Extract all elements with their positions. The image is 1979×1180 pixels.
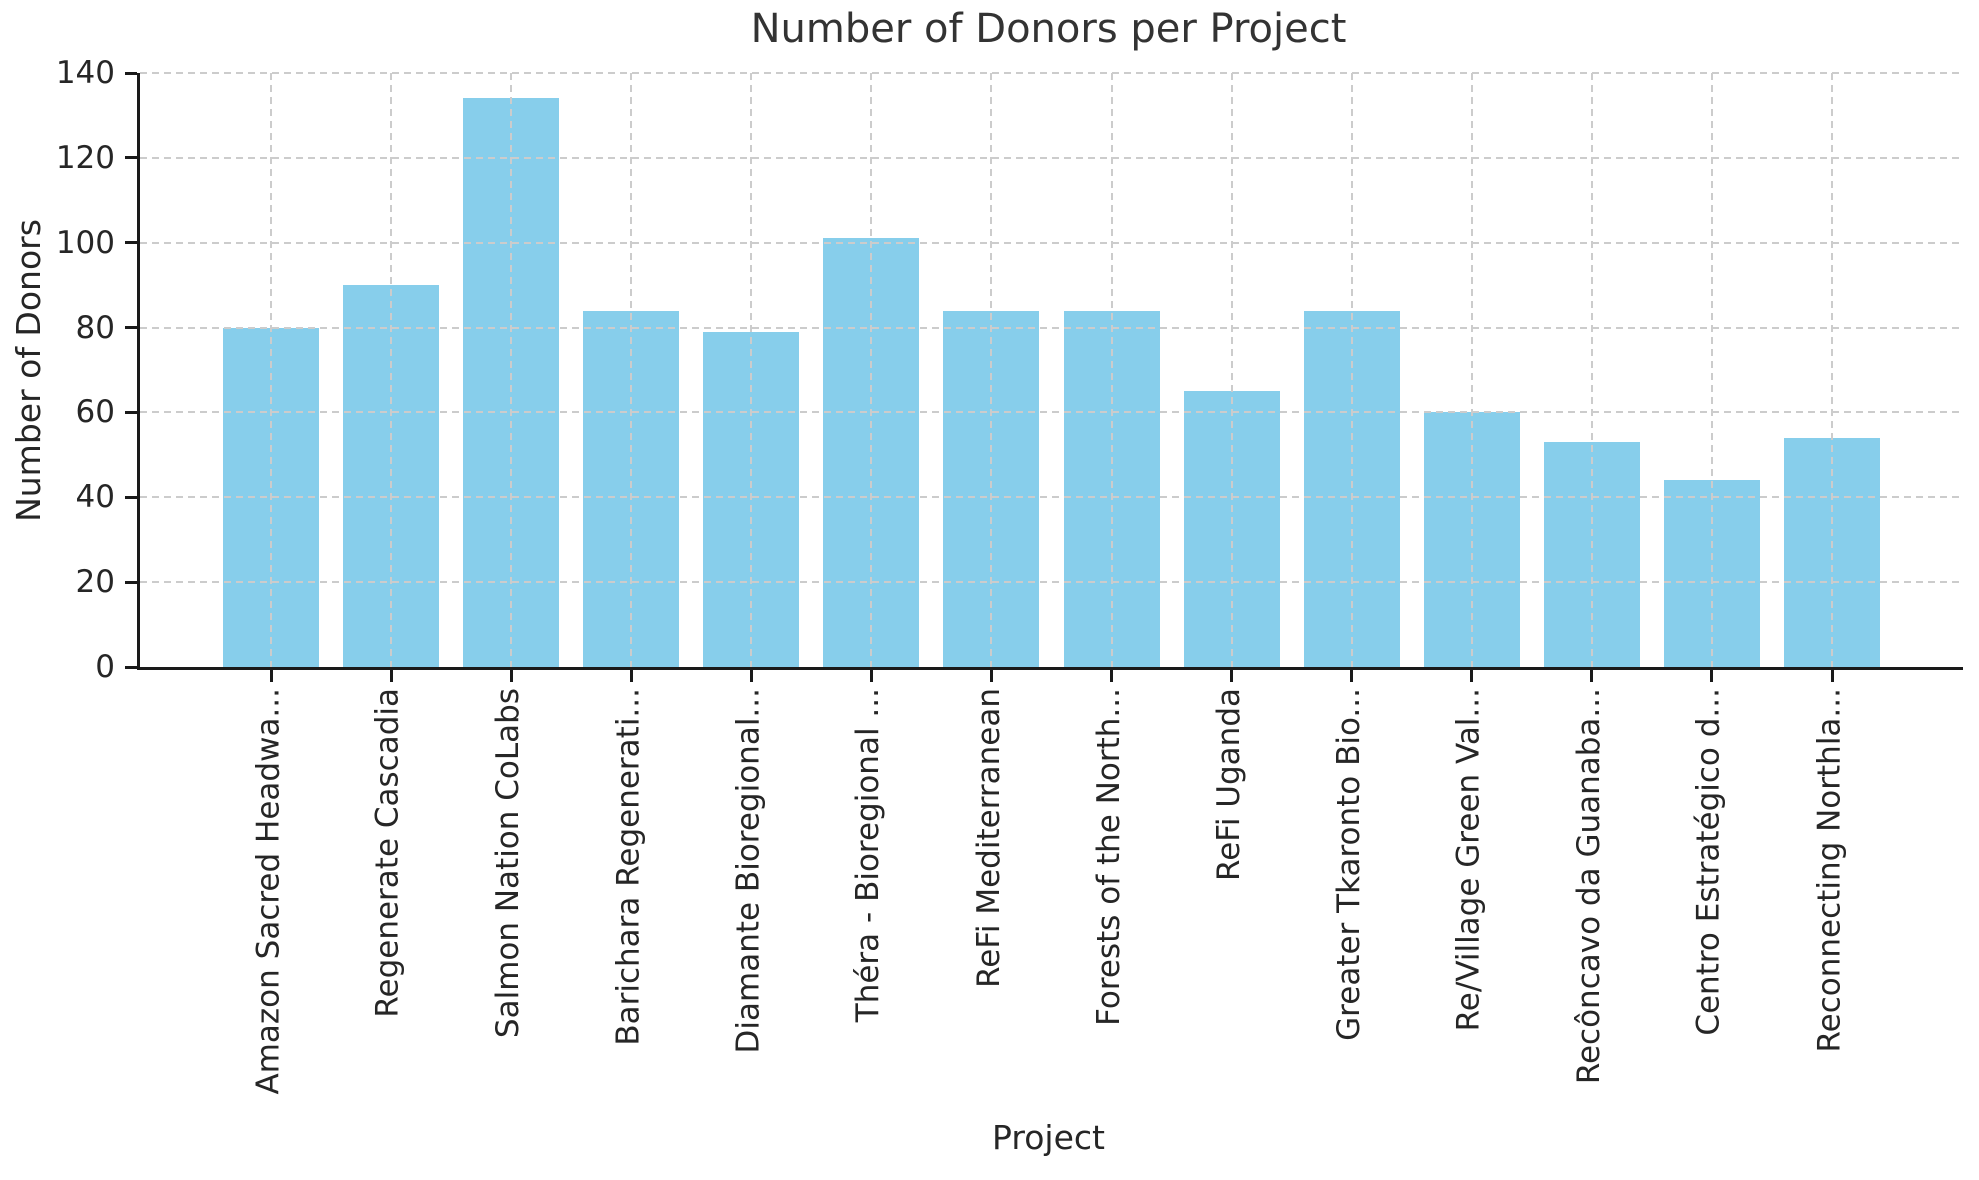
x-tick-mark (1710, 670, 1714, 682)
x-tick-mark (1230, 670, 1234, 682)
y-tick-label: 20 (75, 564, 115, 601)
y-tick-label: 0 (95, 649, 115, 685)
y-tick-label: 100 (55, 224, 115, 261)
v-gridline (390, 73, 393, 667)
y-tick-mark (125, 156, 137, 160)
plot-area (125, 71, 1963, 682)
chart-title: Number of Donors per Project (750, 6, 1347, 52)
x-axis-label: Project (992, 1118, 1105, 1157)
h-gridline (140, 156, 1963, 159)
x-tick-mark (1830, 670, 1834, 682)
x-tick-label: Recôncavo da Guanaba... (1570, 688, 1607, 1085)
y-axis-label: Number of Donors (8, 218, 48, 522)
x-tick-label: Amazon Sacred Headwa... (250, 688, 286, 1095)
x-tick-mark (1110, 670, 1114, 682)
v-gridline (1470, 73, 1473, 667)
x-tick-label: Re/Village Green Val... (1450, 688, 1487, 1032)
y-tick-mark (125, 410, 137, 414)
v-gridline (1350, 73, 1353, 667)
x-tick-label: ReFi Uganda (1210, 688, 1247, 881)
y-tick-mark (125, 495, 137, 499)
v-gridline (1710, 73, 1713, 667)
v-gridline (510, 73, 513, 667)
x-tick-mark (629, 670, 633, 682)
v-gridline (270, 73, 272, 667)
h-gridline (140, 72, 1963, 74)
x-tick-label: Forests of the North... (1090, 688, 1127, 1026)
h-gridline (140, 581, 1963, 584)
y-tick-label: 140 (55, 55, 115, 91)
y-tick-label: 80 (75, 309, 115, 346)
x-tick-mark (749, 670, 753, 682)
x-tick-label: Salmon Nation CoLabs (490, 688, 527, 1039)
v-gridline (1230, 73, 1233, 667)
x-tick-mark (1590, 670, 1594, 682)
x-tick-label: Regenerate Cascadia (370, 688, 407, 1018)
v-gridline (1831, 73, 1833, 667)
y-tick-label: 120 (55, 139, 115, 176)
x-tick-mark (269, 670, 273, 682)
x-tick-mark (509, 670, 513, 682)
x-tick-mark (989, 670, 993, 682)
y-tick-label: 40 (75, 479, 115, 516)
h-gridline (140, 496, 1963, 499)
x-tick-mark (389, 670, 393, 682)
y-tick-mark (125, 241, 137, 245)
x-tick-label: Greater Tkaronto Bio... (1330, 688, 1367, 1041)
x-tick-label: Centro Estratégico d... (1690, 688, 1727, 1036)
h-gridline (140, 411, 1963, 414)
v-gridline (630, 73, 633, 667)
y-tick-mark (125, 71, 137, 75)
y-tick-mark (125, 665, 137, 669)
v-gridline (1110, 73, 1113, 667)
x-tick-mark (1470, 670, 1474, 682)
x-tick-label: Diamante Bioregional... (730, 688, 767, 1054)
x-tick-label: Théra - Bioregional ... (850, 688, 887, 1023)
x-tick-label: Reconnecting Northla... (1811, 688, 1847, 1053)
h-gridline (140, 241, 1963, 244)
x-tick-label: ReFi Mediterranean (970, 688, 1007, 988)
v-gridline (1590, 73, 1593, 667)
y-tick-mark (125, 580, 137, 584)
v-gridline (870, 73, 873, 667)
x-tick-mark (869, 670, 873, 682)
y-tick-mark (125, 326, 137, 330)
y-tick-label: 60 (75, 394, 115, 431)
v-gridline (750, 73, 753, 667)
h-gridline (140, 326, 1963, 329)
x-tick-mark (1350, 670, 1354, 682)
v-gridline (990, 73, 993, 667)
x-tick-label: Barichara Regenerati... (610, 688, 647, 1046)
